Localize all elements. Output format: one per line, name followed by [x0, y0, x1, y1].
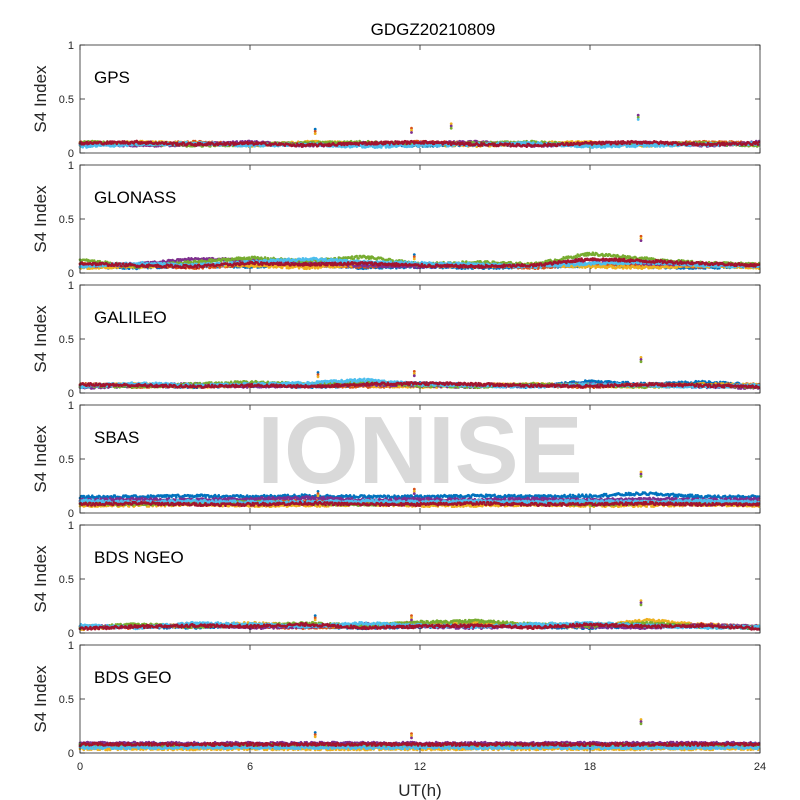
- data-point: [508, 142, 512, 145]
- data-point: [684, 141, 687, 144]
- data-point: [523, 141, 527, 144]
- data-point: [431, 140, 434, 143]
- figure-title: GDGZ20210809: [371, 20, 496, 39]
- plot-area: [80, 45, 760, 153]
- data-point: [525, 145, 528, 148]
- data-point: [614, 140, 617, 143]
